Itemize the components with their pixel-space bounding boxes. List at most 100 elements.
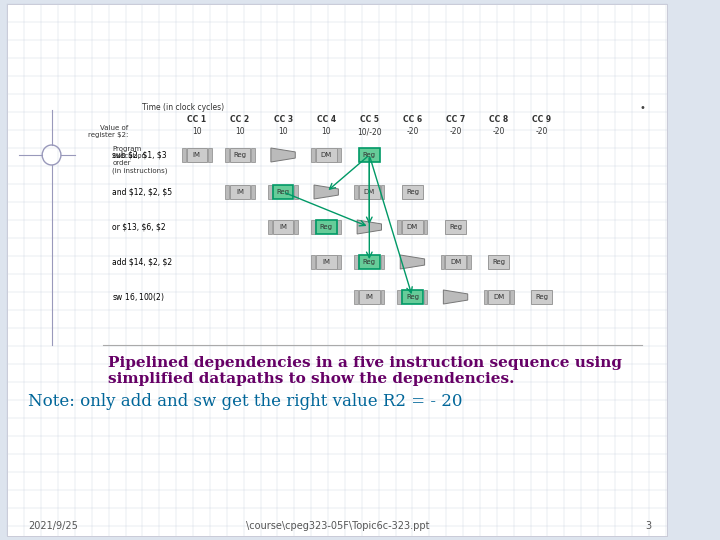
Polygon shape — [314, 185, 338, 199]
Text: Reg: Reg — [363, 152, 376, 158]
FancyBboxPatch shape — [531, 290, 552, 304]
Polygon shape — [444, 290, 468, 304]
FancyBboxPatch shape — [251, 185, 255, 199]
FancyBboxPatch shape — [338, 220, 341, 234]
Text: DM: DM — [450, 259, 462, 265]
FancyBboxPatch shape — [402, 290, 423, 304]
FancyBboxPatch shape — [251, 148, 255, 162]
FancyBboxPatch shape — [311, 148, 315, 162]
FancyBboxPatch shape — [445, 220, 466, 234]
Polygon shape — [400, 255, 425, 269]
FancyBboxPatch shape — [484, 290, 487, 304]
Text: IM: IM — [322, 259, 330, 265]
Text: CC 3: CC 3 — [274, 116, 292, 125]
Text: DM: DM — [407, 224, 418, 230]
Text: Reg: Reg — [535, 294, 548, 300]
FancyBboxPatch shape — [268, 220, 272, 234]
FancyBboxPatch shape — [230, 185, 251, 199]
Text: Reg: Reg — [276, 189, 289, 195]
FancyBboxPatch shape — [316, 220, 336, 234]
FancyBboxPatch shape — [423, 290, 428, 304]
Text: 10: 10 — [321, 127, 331, 137]
Text: 10: 10 — [235, 127, 245, 137]
FancyBboxPatch shape — [359, 185, 379, 199]
FancyBboxPatch shape — [359, 255, 379, 269]
Text: Reg: Reg — [406, 294, 419, 300]
FancyBboxPatch shape — [402, 220, 423, 234]
FancyBboxPatch shape — [359, 148, 379, 162]
FancyBboxPatch shape — [488, 290, 509, 304]
Text: add $14, $2, $2: add $14, $2, $2 — [112, 258, 173, 267]
FancyBboxPatch shape — [445, 255, 466, 269]
Text: simplified datapaths to show the dependencies.: simplified datapaths to show the depende… — [108, 372, 514, 386]
FancyBboxPatch shape — [182, 148, 186, 162]
Text: CC 5: CC 5 — [360, 116, 379, 125]
Text: Reg: Reg — [363, 259, 376, 265]
FancyBboxPatch shape — [338, 148, 341, 162]
Polygon shape — [271, 148, 295, 162]
Text: 3: 3 — [645, 521, 652, 531]
FancyBboxPatch shape — [381, 255, 384, 269]
Text: IM: IM — [365, 294, 373, 300]
Text: 10: 10 — [192, 127, 202, 137]
Text: Reg: Reg — [320, 224, 333, 230]
FancyBboxPatch shape — [294, 220, 298, 234]
Text: Reg: Reg — [449, 224, 462, 230]
FancyBboxPatch shape — [294, 185, 298, 199]
Text: Pipelined dependencies in a five instruction sequence using: Pipelined dependencies in a five instruc… — [108, 356, 622, 370]
Text: DM: DM — [493, 294, 504, 300]
Text: -20: -20 — [406, 127, 418, 137]
Text: or $13, $6, $2: or $13, $6, $2 — [112, 222, 166, 232]
FancyBboxPatch shape — [273, 220, 293, 234]
Text: IM: IM — [193, 152, 201, 158]
Text: IM: IM — [279, 224, 287, 230]
Text: \course\cpeg323-05F\Topic6c-323.ppt: \course\cpeg323-05F\Topic6c-323.ppt — [246, 521, 429, 531]
FancyBboxPatch shape — [316, 148, 336, 162]
FancyBboxPatch shape — [381, 290, 384, 304]
Text: Reg: Reg — [233, 152, 246, 158]
FancyBboxPatch shape — [311, 220, 315, 234]
Text: sub $2, $1, $3: sub $2, $1, $3 — [112, 151, 167, 159]
FancyBboxPatch shape — [488, 255, 509, 269]
Text: Time (in clock cycles): Time (in clock cycles) — [142, 104, 224, 112]
FancyBboxPatch shape — [208, 148, 212, 162]
Text: -20: -20 — [492, 127, 505, 137]
FancyBboxPatch shape — [354, 290, 358, 304]
Text: CC 4: CC 4 — [317, 116, 336, 125]
FancyBboxPatch shape — [273, 185, 293, 199]
FancyBboxPatch shape — [225, 185, 229, 199]
Text: DM: DM — [364, 189, 375, 195]
FancyBboxPatch shape — [338, 255, 341, 269]
Text: CC 8: CC 8 — [489, 116, 508, 125]
Text: -20: -20 — [536, 127, 548, 137]
Text: Value of
register $2:: Value of register $2: — [88, 125, 128, 138]
Polygon shape — [357, 220, 382, 234]
FancyBboxPatch shape — [397, 220, 401, 234]
Text: Reg: Reg — [406, 189, 419, 195]
Text: Reg: Reg — [492, 259, 505, 265]
FancyBboxPatch shape — [268, 185, 272, 199]
Text: 10: 10 — [278, 127, 288, 137]
FancyBboxPatch shape — [423, 220, 428, 234]
Text: CC 7: CC 7 — [446, 116, 465, 125]
Text: -20: -20 — [449, 127, 462, 137]
FancyBboxPatch shape — [354, 255, 358, 269]
Text: sw $16, 100($2): sw $16, 100($2) — [112, 291, 166, 303]
FancyBboxPatch shape — [441, 255, 444, 269]
FancyBboxPatch shape — [397, 290, 401, 304]
FancyBboxPatch shape — [186, 148, 207, 162]
Text: DM: DM — [320, 152, 332, 158]
Text: CC 1: CC 1 — [187, 116, 207, 125]
Text: 10/-20: 10/-20 — [357, 127, 382, 137]
Text: CC 6: CC 6 — [403, 116, 422, 125]
FancyBboxPatch shape — [354, 185, 358, 199]
Text: Note: only add and sw get the right value R2 = - 20: Note: only add and sw get the right valu… — [28, 393, 463, 409]
Text: and $12, $2, $5: and $12, $2, $5 — [112, 187, 173, 197]
FancyBboxPatch shape — [225, 148, 229, 162]
FancyBboxPatch shape — [381, 185, 384, 199]
FancyBboxPatch shape — [510, 290, 513, 304]
Text: IM: IM — [236, 189, 244, 195]
FancyBboxPatch shape — [316, 255, 336, 269]
FancyBboxPatch shape — [230, 148, 251, 162]
FancyBboxPatch shape — [311, 255, 315, 269]
